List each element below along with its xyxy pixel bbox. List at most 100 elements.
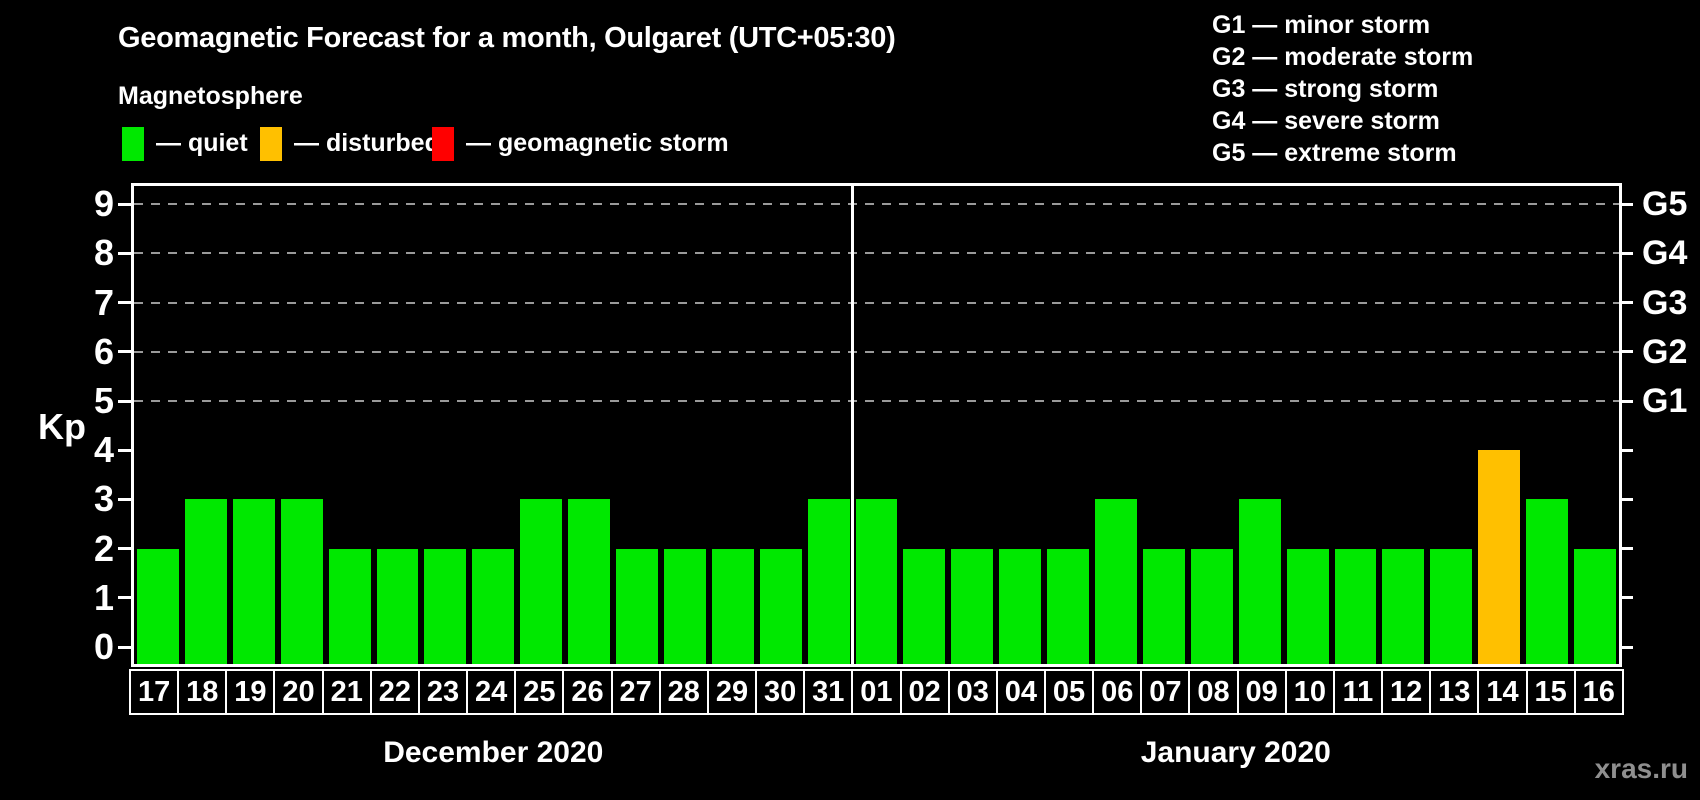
right-axis-label-g3: G3 (1642, 283, 1688, 322)
kp-bar-day-14 (1478, 450, 1521, 664)
legend-item-disturbed: — disturbed (260, 126, 440, 161)
legend-label-quiet: — quiet (156, 129, 248, 157)
day-cell-26: 26 (564, 671, 613, 713)
g-scale-legend-line-g5: G5 — extreme storm (1212, 139, 1457, 167)
left-axis-tick-6 (118, 350, 131, 354)
g-scale-legend: G1 — minor storm G2 — moderate storm G3 … (1212, 9, 1473, 169)
left-axis-tick-3 (118, 497, 131, 501)
day-cell-31: 31 (805, 671, 854, 713)
day-cell-14: 14 (1479, 671, 1528, 713)
g-scale-legend-line-g3: G3 — strong storm (1212, 75, 1439, 103)
legend-item-storm: — geomagnetic storm (432, 126, 729, 161)
y-tick-label-8: 8 (93, 232, 114, 274)
kp-bar-day-13 (1430, 548, 1473, 664)
kp-bar-day-08 (1190, 548, 1233, 664)
day-cell-23: 23 (420, 671, 469, 713)
right-axis-label-g5: G5 (1642, 185, 1688, 224)
kp-bar-day-12 (1382, 548, 1425, 664)
y-tick-label-1: 1 (93, 576, 114, 618)
day-cell-06: 06 (1094, 671, 1143, 713)
kp-bar-day-26 (568, 499, 611, 664)
y-tick-label-7: 7 (93, 281, 114, 323)
left-axis-tick-7 (118, 301, 131, 305)
plot-area (131, 183, 1622, 667)
kp-bar-day-11 (1334, 548, 1377, 664)
kp-bar-day-22 (376, 548, 419, 664)
day-cell-17: 17 (131, 671, 180, 713)
kp-bar-day-07 (1142, 548, 1185, 664)
kp-bar-day-06 (1095, 499, 1137, 664)
kp-bar-day-29 (711, 548, 754, 664)
right-axis-tick-7 (1620, 301, 1633, 305)
right-axis-tick-8 (1620, 251, 1633, 255)
magnetosphere-label: Magnetosphere (118, 82, 303, 110)
month-label: January 2020 (1140, 736, 1331, 769)
g-scale-legend-line-g2: G2 — moderate storm (1212, 43, 1474, 71)
kp-bar-day-04 (999, 548, 1042, 664)
gridline-kp6 (134, 350, 1619, 353)
y-tick-label-6: 6 (93, 330, 114, 372)
kp-bar-day-23 (424, 548, 467, 664)
left-axis-tick-9 (118, 202, 131, 206)
kp-bar-day-03 (951, 548, 994, 664)
gridline-kp7 (134, 301, 1619, 304)
y-tick-label-5: 5 (93, 380, 114, 421)
day-cell-29: 29 (709, 671, 758, 713)
right-axis-tick-0 (1620, 645, 1633, 649)
left-axis-tick-8 (118, 251, 131, 255)
y-tick-label-4: 4 (93, 429, 114, 471)
disturbed-color-swatch (260, 126, 282, 161)
day-cell-30: 30 (757, 671, 806, 713)
day-cell-10: 10 (1287, 671, 1335, 713)
kp-bar-day-27 (616, 548, 658, 664)
day-cell-18: 18 (179, 671, 228, 713)
right-axis-tick-5 (1620, 399, 1633, 403)
day-cell-19: 19 (227, 671, 276, 713)
kp-bar-day-17 (137, 548, 179, 664)
day-cell-08: 08 (1190, 671, 1239, 713)
day-cell-13: 13 (1431, 671, 1480, 713)
kp-bar-day-21 (328, 548, 371, 664)
gridline-kp9 (134, 203, 1619, 206)
g-scale-legend-line-g4: G4 — severe storm (1212, 107, 1440, 135)
month-label: December 2020 (383, 736, 604, 769)
gridline-kp8 (134, 252, 1619, 255)
kp-bar-day-01 (855, 499, 898, 664)
day-cell-21: 21 (324, 671, 372, 713)
day-cell-20: 20 (275, 671, 324, 713)
right-axis-label-g4: G4 (1642, 234, 1688, 273)
day-cell-15: 15 (1528, 671, 1576, 713)
kp-bar-day-19 (232, 499, 275, 664)
day-cell-25: 25 (516, 671, 565, 713)
kp-bar-day-28 (663, 548, 706, 664)
right-axis-label-g2: G2 (1642, 332, 1688, 371)
kp-bar-day-15 (1526, 499, 1569, 664)
day-cell-01: 01 (853, 671, 902, 713)
day-cell-16: 16 (1582, 675, 1615, 708)
day-cell-05: 05 (1046, 671, 1095, 713)
y-axis-label-kp: Kp (38, 406, 86, 447)
right-axis-tick-2 (1620, 547, 1633, 551)
g-scale-legend-line-g1: G1 — minor storm (1212, 11, 1431, 39)
right-axis-tick-4 (1620, 448, 1633, 452)
kp-bar-day-20 (280, 499, 323, 664)
left-axis-tick-0 (118, 645, 131, 649)
day-cell-28: 28 (661, 671, 709, 713)
right-axis-label-g1: G1 (1642, 382, 1688, 420)
right-axis-tick-3 (1620, 497, 1633, 501)
left-axis-tick-2 (118, 547, 131, 551)
right-axis-tick-1 (1620, 596, 1633, 600)
kp-bar-day-30 (759, 548, 802, 664)
kp-bar-day-31 (807, 499, 850, 664)
kp-bar-day-02 (903, 548, 946, 664)
day-cell-11: 11 (1335, 671, 1384, 713)
day-cell-03: 03 (950, 671, 998, 713)
kp-bar-day-24 (472, 548, 515, 664)
day-cell-27: 27 (613, 671, 661, 713)
kp-bar-day-16 (1574, 548, 1616, 664)
kp-bar-day-09 (1238, 499, 1281, 664)
y-tick-label-3: 3 (93, 478, 114, 520)
legend-label-storm: — geomagnetic storm (466, 129, 729, 157)
day-cell-22: 22 (372, 671, 420, 713)
